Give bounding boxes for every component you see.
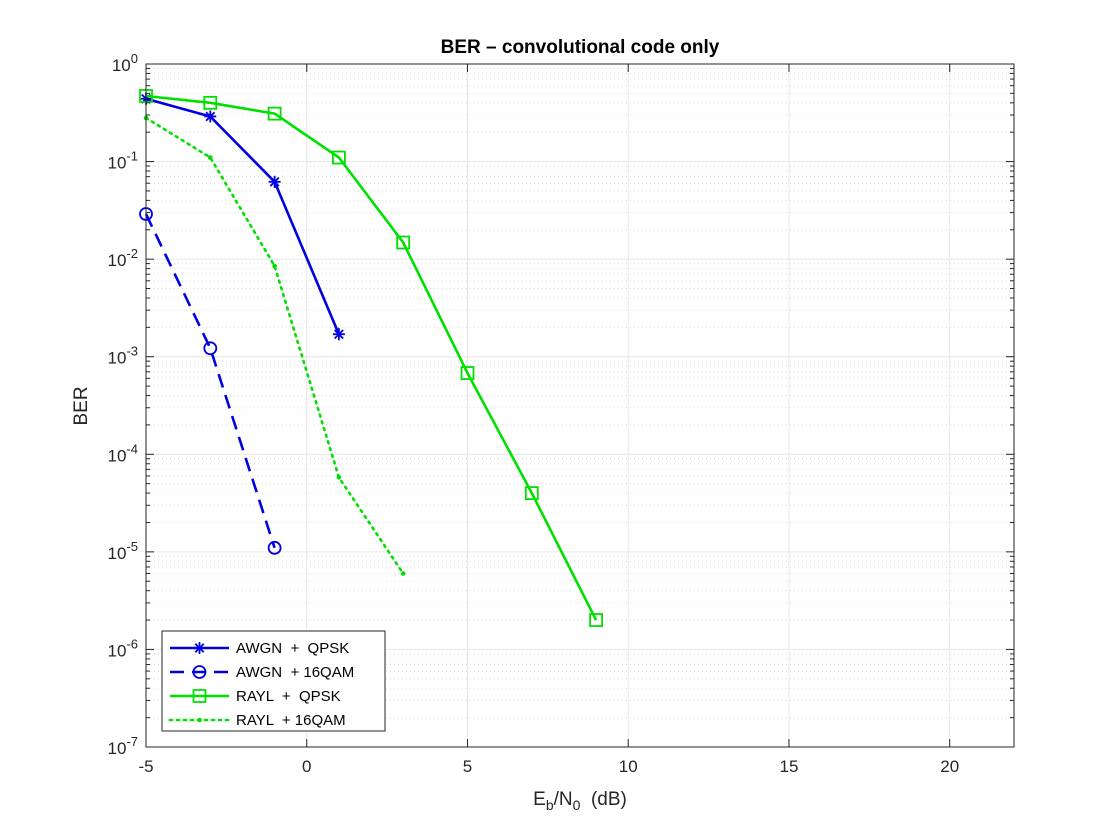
point-marker [272,263,277,269]
square-marker [331,150,346,165]
x-axis-title-sub2: 0 [573,797,581,813]
legend-item: RAYL + QPSK [170,688,341,705]
circle-marker [203,341,218,356]
y-tick-label: 10-2 [108,246,138,270]
point-marker [197,717,202,723]
y-axis-title: BER [71,386,92,425]
series-layer [139,89,603,627]
x-tick-labels: -5 0 5 10 15 20 [138,757,959,776]
series-4 [143,115,406,576]
circle-marker [267,540,282,555]
legend-label: AWGN + 16QAM [236,664,354,681]
x-tick-label: 10 [619,757,638,776]
asterisk-marker [193,642,206,654]
series-3 [139,89,603,627]
x-tick-label: 5 [463,757,472,776]
series-line [144,116,405,575]
x-axis-title-tail: (dB) [580,789,626,810]
marker-stroke [269,176,280,187]
chart-title: BER – convolutional code only [441,37,720,58]
legend-item: AWGN + 16QAM [170,664,354,681]
asterisk-marker [332,328,345,341]
y-tick-labels: 100 10-1 10-2 10-3 10-4 10-5 10-6 10-7 [108,51,138,758]
legend-item: RAYL + 16QAM [168,712,346,729]
series-line [145,97,341,335]
y-tick-label: 10-3 [108,344,138,368]
x-axis-title-sub1: b [546,797,554,813]
axis-ticks [145,63,1014,748]
series-line [145,94,598,621]
marker-stroke [334,329,344,340]
y-tick-label: 10-5 [108,539,138,563]
legend-items: AWGN + QPSK AWGN + 16QAM RAYL + QPSK RAYL +… [168,640,354,729]
square-marker [460,366,475,380]
legend-item: AWGN + QPSK [170,640,349,657]
legend-label: RAYL + QPSK [236,688,341,705]
x-tick-label: 20 [940,757,959,776]
x-tick-label: -5 [138,757,153,776]
x-axis-title: Eb/N0 (dB) [533,789,627,813]
square-marker [396,235,411,250]
legend-label: AWGN + QPSK [236,640,349,657]
point-marker [207,155,213,160]
y-tick-label: 10-4 [108,441,138,465]
legend-label: RAYL + 16QAM [236,712,346,729]
legend: AWGN + QPSK AWGN + 16QAM RAYL + QPSK RAYL +… [161,630,386,732]
square-marker [192,689,207,703]
square-marker [524,486,539,501]
circle-marker [192,665,207,679]
asterisk-marker [204,110,217,123]
point-marker [400,571,406,576]
marker-stroke [194,643,205,653]
plot-frame [145,63,1015,748]
y-tick-label: 10-1 [108,149,138,173]
x-tick-label: 0 [302,757,311,776]
y-tick-label: 10-7 [108,734,138,758]
x-axis-title-base: E [533,789,546,810]
series-line [144,213,276,549]
minor-grid [146,67,1014,719]
square-marker [203,95,218,110]
x-tick-label: 15 [780,757,799,776]
point-marker [336,475,342,480]
asterisk-marker [268,175,281,188]
marker-stroke [205,111,216,122]
square-marker [267,106,282,121]
y-tick-label: 100 [112,51,138,75]
y-tick-label: 10-6 [108,636,138,660]
square-marker [589,613,603,627]
x-axis-title-mid: /N [554,789,573,810]
